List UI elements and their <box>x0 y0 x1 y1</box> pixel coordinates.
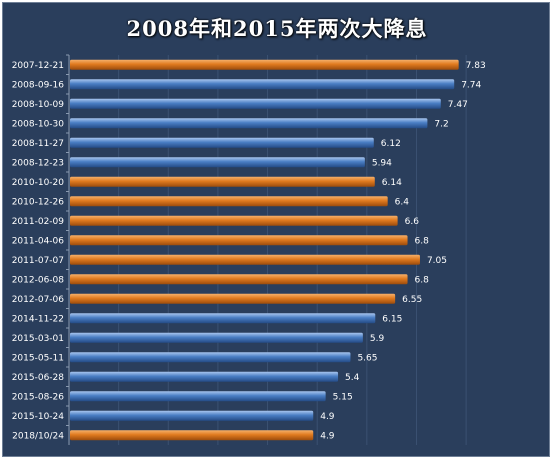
category-label: 2008-10-30 <box>12 119 65 129</box>
y-axis <box>66 54 70 445</box>
chart-frame: 2008年和2015年两次大降息 2007-12-21 7.83 2008-09-1… <box>2 2 550 457</box>
bar-2018-10-24 <box>70 430 314 441</box>
category-label: 2015-05-11 <box>12 353 64 363</box>
bar-2008-10-09 <box>70 98 441 109</box>
category-label: 2008-12-23 <box>12 158 64 168</box>
value-label: 6.12 <box>381 139 401 149</box>
bar-2012-06-08 <box>70 274 408 285</box>
category-label: 2011-02-09 <box>12 217 65 227</box>
category-label: 2015-03-01 <box>12 334 64 344</box>
bar-2014-11-22 <box>70 313 376 324</box>
bar-2015-10-24 <box>70 410 314 421</box>
value-label: 4.9 <box>320 431 335 441</box>
category-label: 2008-09-16 <box>12 80 65 90</box>
category-label: 2008-11-27 <box>12 139 64 149</box>
grid-lines <box>118 55 467 445</box>
labels: 2007-12-21 7.83 2008-09-16 7.74 2008-10-09 7.… <box>12 61 486 442</box>
value-label: 5.15 <box>333 392 353 402</box>
value-label: 6.15 <box>382 314 402 324</box>
category-label: 2010-12-26 <box>12 197 65 207</box>
bar-2007-12-21 <box>70 59 459 70</box>
bar-2015-06-28 <box>70 371 339 382</box>
category-label: 2014-11-22 <box>12 314 64 324</box>
category-label: 2008-10-09 <box>12 100 65 110</box>
value-label: 6.8 <box>415 236 430 246</box>
value-label: 6.55 <box>402 295 422 305</box>
bar-2012-07-06 <box>70 293 396 304</box>
value-label: 5.94 <box>372 158 392 168</box>
bar-2008-12-23 <box>70 157 365 168</box>
bar-2015-08-26 <box>70 391 326 402</box>
value-label: 5.65 <box>357 353 377 363</box>
category-label: 2010-10-20 <box>12 178 65 188</box>
category-label: 2015-10-24 <box>12 412 65 422</box>
bar-2015-05-11 <box>70 352 351 363</box>
category-label: 2011-04-06 <box>12 236 65 246</box>
bar-chart-plot: 2007-12-21 7.83 2008-09-16 7.74 2008-10-09 7.… <box>12 54 486 445</box>
bar-2008-09-16 <box>70 79 455 90</box>
chart-title: 2008年和2015年两次大降息 <box>126 16 428 41</box>
value-label: 5.9 <box>370 334 385 344</box>
category-label: 2018/10/24 <box>12 431 64 441</box>
value-label: 6.6 <box>405 217 420 227</box>
bar-2011-02-09 <box>70 215 398 226</box>
bar-2010-10-20 <box>70 176 375 187</box>
bar-2010-12-26 <box>70 196 388 207</box>
value-label: 7.74 <box>461 80 481 90</box>
bar-2008-11-27 <box>70 137 374 148</box>
category-label: 2012-06-08 <box>12 275 65 285</box>
bar-2015-03-01 <box>70 332 363 343</box>
bar-2011-04-06 <box>70 235 408 246</box>
value-label: 6.8 <box>415 275 430 285</box>
bars <box>70 59 459 441</box>
value-label: 4.9 <box>320 412 335 422</box>
category-label: 2015-08-26 <box>12 392 65 402</box>
bar-2011-07-07 <box>70 254 420 265</box>
bar-2008-10-30 <box>70 118 428 129</box>
value-label: 7.47 <box>448 100 468 110</box>
category-label: 2012-07-06 <box>12 295 65 305</box>
value-label: 7.2 <box>434 119 448 129</box>
category-label: 2015-06-28 <box>12 373 65 383</box>
value-label: 5.4 <box>345 373 360 383</box>
category-label: 2007-12-21 <box>12 61 64 71</box>
value-label: 7.83 <box>466 61 486 71</box>
category-label: 2011-07-07 <box>12 256 64 266</box>
value-label: 7.05 <box>427 256 447 266</box>
value-label: 6.4 <box>395 197 410 207</box>
value-label: 6.14 <box>382 178 402 188</box>
